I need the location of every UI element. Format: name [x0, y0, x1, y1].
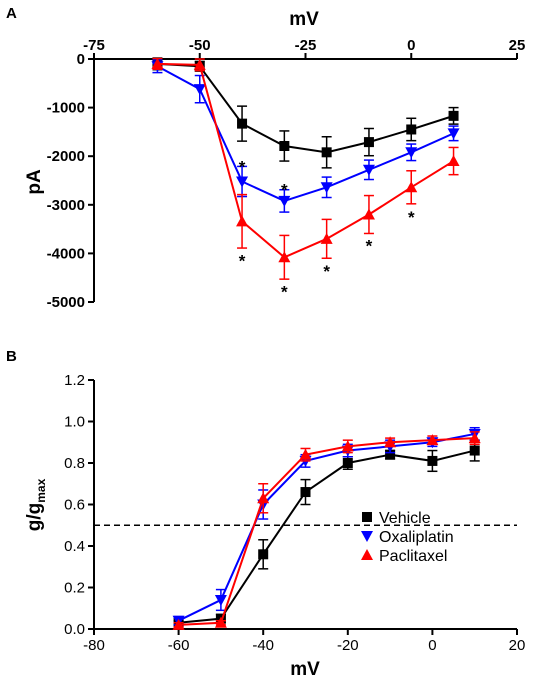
panel-a-paclitaxel-point [151, 57, 164, 69]
panel-b-legend-vehicle-swatch [362, 512, 372, 522]
panel-a-x-axis-title: mV [289, 9, 319, 30]
panel-a-x-tick-label: 0 [407, 37, 415, 54]
panel-a-vehicle-point [363, 137, 374, 148]
panel-b-paclitaxel-point [214, 616, 227, 628]
panel-a-x-tick-label: -25 [295, 37, 317, 54]
panel-a-y-tick-label: -1000 [47, 100, 85, 117]
panel-b-paclitaxel-point [341, 440, 354, 452]
panel-a-vehicle-point [448, 110, 459, 121]
panel-a-vehicle-point [406, 124, 417, 135]
panel-b-vehicle-point [385, 449, 396, 460]
panel-a-vehicle-line [157, 62, 454, 154]
panel-b-x-tick-label: -80 [83, 637, 105, 654]
panel-a-significance-star: * [281, 180, 288, 199]
panel-a-significance-star: * [408, 208, 415, 227]
panel-b-vehicle-point [300, 487, 311, 498]
panel-b-x-axis-title: mV [290, 659, 320, 680]
panel-a-paclitaxel-point [447, 155, 460, 167]
panel-b-legend-paclitaxel-swatch [361, 549, 373, 560]
panel-b-paclitaxel-point [384, 436, 397, 448]
panel-a-oxaliplatin-point [320, 182, 333, 194]
panel-a-oxaliplatin-point [193, 84, 206, 96]
panel-b-x-tick-label: 20 [509, 637, 526, 654]
panel-a-vehicle-point [321, 147, 332, 158]
panel-a-paclitaxel-point [193, 58, 206, 70]
panel-b-paclitaxel-point [299, 448, 312, 460]
panel-a-y-axis-title: pA [24, 169, 45, 195]
panel-b-legend-oxaliplatin-swatch [361, 531, 373, 542]
panel-b-y-axis-title-sub: max [34, 478, 48, 502]
panel-a-x-tick-label: -50 [189, 37, 211, 54]
panel-b-letter: B [6, 348, 17, 365]
panel-b-paclitaxel-point [257, 492, 270, 504]
panel-a-paclitaxel-line [157, 62, 455, 259]
panel-a-x-tick-label: 25 [509, 37, 526, 54]
panel-b-y-tick-label: 0.4 [64, 538, 85, 555]
panel-a-oxaliplatin-point [236, 176, 249, 188]
panel-b-legend-oxaliplatin-label: Oxaliplatin [379, 529, 454, 546]
panel-b-vehicle-point [427, 455, 438, 466]
panel-a-oxaliplatin-point [362, 164, 375, 176]
panel-b-x-tick-label: -40 [252, 637, 274, 654]
panel-a-paclitaxel-point [278, 251, 291, 263]
panel-b-y-tick-label: 0.8 [64, 455, 85, 472]
panel-a-paclitaxel-point [236, 215, 249, 227]
panel-a-x-tick-label: -75 [83, 37, 105, 54]
panel-a-vehicle-point [237, 118, 248, 129]
panel-b-vehicle-line [178, 449, 475, 624]
panel-b-oxaliplatin-point [214, 594, 227, 606]
panel-b-paclitaxel-point [426, 434, 439, 446]
panel-b-paclitaxel-point [172, 618, 185, 630]
panel-a-paclitaxel-point [405, 181, 418, 193]
panel-b-legend-paclitaxel-label: Paclitaxel [379, 548, 447, 565]
panel-b-x-tick-label: -60 [168, 637, 190, 654]
panel-b-paclitaxel-point [468, 432, 481, 444]
panel-a-y-tick-label: -3000 [47, 197, 85, 214]
panel-b-paclitaxel-line [178, 437, 475, 626]
panel-a-oxaliplatin-point [447, 128, 460, 140]
panel-a-oxaliplatin-point [405, 147, 418, 159]
panel-b-y-tick-label: 0.2 [64, 580, 85, 597]
panel-a-significance-star: * [323, 262, 330, 281]
panel-a-significance-star: * [366, 237, 373, 256]
panel-b-vehicle-point [342, 458, 353, 468]
panel-a-significance-star: * [239, 251, 246, 270]
panel-a-y-tick-label: -4000 [47, 245, 85, 262]
panel-b-x-tick-label: -20 [337, 637, 359, 654]
panel-b-y-tick-label: 0.0 [64, 621, 85, 638]
panel-a-oxaliplatin-line [156, 65, 454, 202]
panel-a-plot: -75 -50 -25 0 25 0 -1000 -2000 -3000 -4000 -5000 * *… [47, 37, 526, 311]
panel-b-y-tick-label: 1.2 [64, 372, 85, 389]
panel-a-significance-star: * [281, 282, 288, 301]
panel-a-vehicle-point [279, 140, 290, 151]
panel-a-y-tick-label: 0 [77, 51, 85, 68]
panel-b-oxaliplatin-line [178, 432, 475, 622]
panel-b-x-tick-label: 0 [428, 637, 436, 654]
panel-a-letter: A [6, 5, 17, 22]
panel-b-y-tick-label: 1.0 [64, 414, 85, 431]
panel-b-legend-vehicle-label: Vehicle [379, 510, 431, 527]
panel-a-significance-star: * [239, 157, 246, 176]
panel-a-y-tick-label: -5000 [47, 294, 85, 311]
panel-a-y-tick-label: -2000 [47, 148, 85, 165]
panel-b-vehicle-point [258, 549, 269, 560]
panel-b-y-tick-label: 0.6 [64, 497, 85, 514]
panel-b-y-axis-title: g/gmax [24, 478, 48, 531]
panel-b-vehicle-point [469, 445, 480, 456]
panel-a-paclitaxel-point [362, 208, 375, 220]
panel-b-y-axis-title-main: g/g [24, 503, 45, 532]
panel-a-paclitaxel-point [320, 232, 333, 244]
panel-a-oxaliplatin-point [278, 195, 291, 207]
panel-b-plot: -80 -60 -40 -20 0 20 0.0 0.2 0.4 0.6 0.8 1.0 1.2 Vehi… [64, 372, 525, 654]
